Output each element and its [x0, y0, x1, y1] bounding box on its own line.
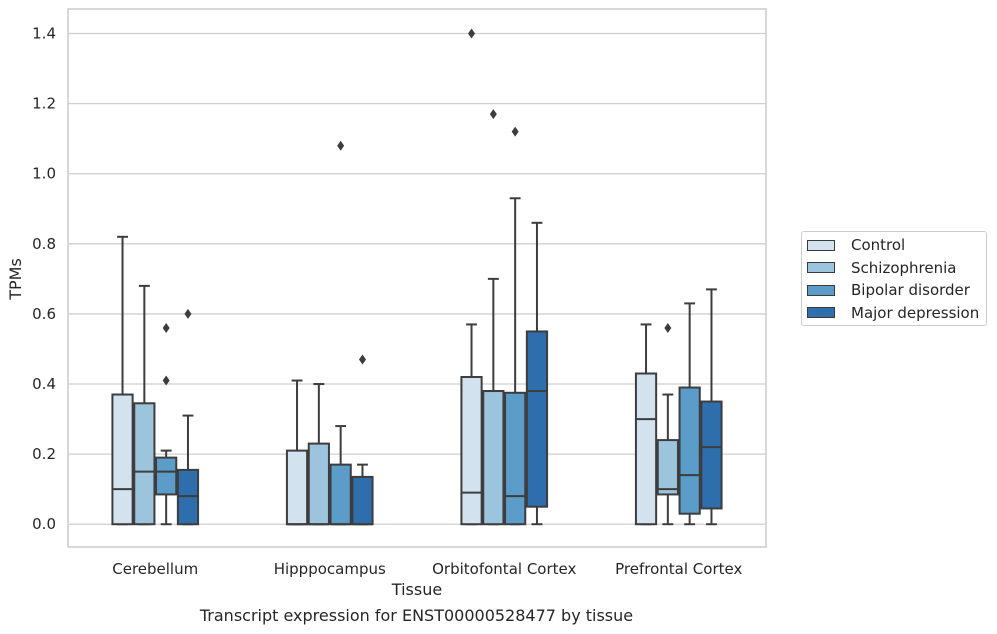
x-axis-label: Tissue	[391, 580, 442, 599]
legend: Control Schizophrenia Bipolar disorder Majo…	[801, 231, 987, 326]
y-tick-label: 0.2	[32, 445, 56, 463]
plot-frame	[67, 8, 767, 548]
outlier-point	[337, 140, 345, 151]
legend-swatch	[807, 262, 835, 273]
legend-item: Control	[807, 236, 905, 254]
outlier-point	[511, 126, 519, 137]
y-tick-label: 0.8	[32, 235, 56, 253]
box	[460, 376, 483, 526]
outlier-point	[468, 28, 476, 39]
box	[307, 442, 330, 526]
legend-swatch	[807, 307, 835, 318]
y-axis-label: TPMs	[6, 258, 25, 301]
y-tick-label: 1.4	[32, 25, 56, 43]
box	[329, 463, 352, 526]
x-tick-label: Prefrontal Cortex	[615, 560, 742, 578]
box	[111, 393, 134, 526]
box	[504, 391, 527, 526]
y-tick-label: 1.0	[32, 165, 56, 183]
legend-item: Schizophrenia	[807, 259, 956, 277]
box	[285, 449, 309, 526]
legend-label: Bipolar disorder	[851, 281, 970, 299]
legend-item: Major depression	[807, 304, 979, 322]
box	[678, 386, 701, 515]
x-tick-label: Cerebellum	[112, 560, 198, 578]
box	[155, 456, 178, 496]
x-tick-label: Orbitofontal Cortex	[432, 560, 576, 578]
outlier-point	[162, 375, 170, 386]
outlier-point	[162, 322, 170, 333]
y-tick-label: 0.0	[32, 515, 56, 533]
x-tick-label: Hipppocampus	[274, 560, 386, 578]
box	[482, 390, 505, 526]
y-tick-label: 1.2	[32, 95, 56, 113]
legend-label: Schizophrenia	[851, 258, 957, 277]
gridlines	[68, 32, 766, 525]
box	[634, 372, 658, 526]
legend-swatch	[807, 239, 835, 251]
axes: 0.0 0.2 0.4 0.6 0.8 1.0 1.2 1.4 Cerebellum Hipppo…	[32, 8, 767, 578]
y-tick-label: 0.4	[32, 375, 56, 393]
box-marks	[111, 28, 723, 526]
outlier-point	[664, 322, 672, 333]
outlier-point	[184, 308, 192, 319]
y-tick-label: 0.6	[32, 305, 56, 323]
chart-caption: Transcript expression for ENST0000052847…	[199, 606, 634, 625]
legend-label: Major depression	[851, 303, 980, 322]
box	[700, 400, 723, 510]
legend-label: Control	[851, 236, 906, 254]
box	[133, 402, 156, 526]
legend-item: Bipolar disorder	[807, 281, 970, 299]
outlier-point	[358, 354, 366, 365]
box	[525, 330, 549, 508]
box	[351, 475, 374, 526]
legend-swatch	[807, 284, 835, 296]
box	[656, 439, 679, 496]
outlier-point	[489, 109, 497, 120]
